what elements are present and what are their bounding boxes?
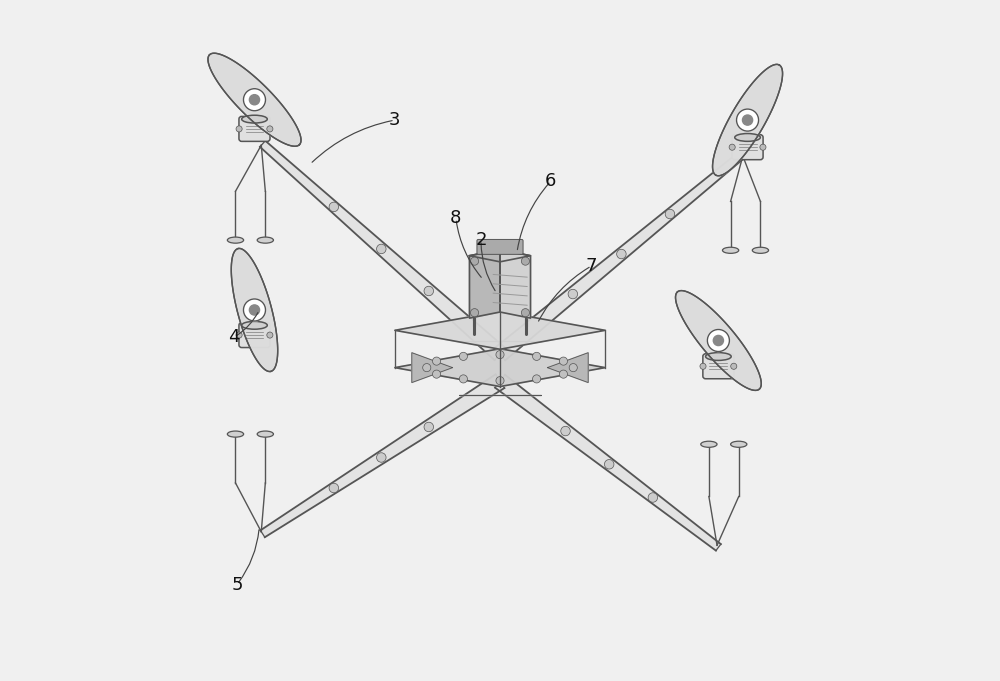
Polygon shape [395,349,605,387]
Polygon shape [469,250,531,262]
Circle shape [243,299,266,321]
Circle shape [665,209,675,219]
Circle shape [377,453,386,462]
Circle shape [249,95,260,105]
Circle shape [423,364,431,372]
Ellipse shape [701,441,717,447]
Ellipse shape [706,353,731,360]
Circle shape [329,484,339,493]
Circle shape [729,144,735,151]
Circle shape [521,257,530,265]
Circle shape [742,115,753,125]
Circle shape [737,109,759,131]
Polygon shape [676,291,761,390]
Polygon shape [495,375,721,551]
Polygon shape [676,291,761,390]
Circle shape [267,126,273,132]
Text: 6: 6 [545,172,557,190]
Circle shape [243,89,266,111]
Circle shape [731,363,737,369]
Circle shape [377,244,386,254]
Ellipse shape [242,115,267,123]
Circle shape [267,332,273,338]
Circle shape [561,426,570,436]
Circle shape [432,370,441,378]
Polygon shape [713,65,783,176]
Circle shape [236,332,242,338]
Circle shape [424,286,434,296]
Polygon shape [500,250,531,318]
Circle shape [760,144,766,151]
Circle shape [424,422,434,432]
Ellipse shape [731,441,747,447]
Circle shape [496,351,504,359]
Circle shape [617,249,626,259]
Circle shape [236,126,242,132]
Circle shape [604,460,614,469]
Polygon shape [208,53,301,146]
Polygon shape [395,311,605,349]
Circle shape [521,308,530,317]
Ellipse shape [227,237,244,243]
Polygon shape [208,53,301,146]
Text: 3: 3 [389,111,401,129]
Circle shape [470,308,479,317]
Circle shape [559,370,568,378]
FancyBboxPatch shape [703,354,734,379]
Polygon shape [495,151,745,360]
Circle shape [459,352,467,360]
Circle shape [496,377,504,385]
Circle shape [568,289,578,299]
Polygon shape [412,353,453,383]
Ellipse shape [242,321,267,329]
Circle shape [707,330,729,351]
Circle shape [470,257,479,265]
Circle shape [432,357,441,365]
Text: 5: 5 [231,575,243,594]
Text: 7: 7 [586,257,597,275]
Polygon shape [547,353,588,383]
Ellipse shape [227,431,244,437]
Polygon shape [231,249,278,372]
Polygon shape [713,65,783,176]
Text: 8: 8 [450,210,462,227]
Text: 2: 2 [475,231,487,249]
Polygon shape [469,250,500,318]
Circle shape [329,202,339,212]
Ellipse shape [257,431,273,437]
Ellipse shape [752,247,769,253]
Circle shape [533,375,541,383]
Circle shape [459,375,467,383]
FancyBboxPatch shape [732,135,763,159]
Polygon shape [260,141,505,360]
FancyBboxPatch shape [477,240,523,255]
Circle shape [533,352,541,360]
Text: 4: 4 [228,328,240,346]
Polygon shape [260,375,504,537]
Ellipse shape [722,247,739,253]
FancyBboxPatch shape [239,116,270,142]
Ellipse shape [735,133,760,142]
Circle shape [713,336,723,345]
Ellipse shape [257,237,273,243]
FancyBboxPatch shape [239,323,270,347]
Circle shape [648,493,658,503]
Circle shape [700,363,706,369]
Circle shape [559,357,568,365]
Polygon shape [231,249,278,372]
Circle shape [569,364,577,372]
Circle shape [249,305,260,315]
